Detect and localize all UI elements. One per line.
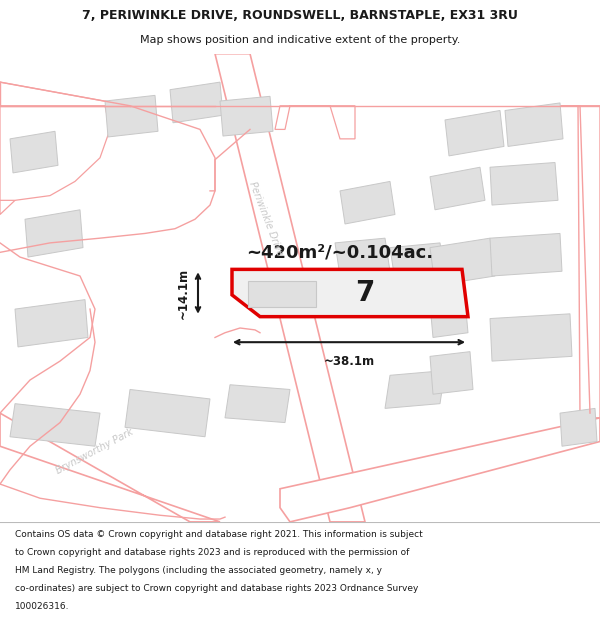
Polygon shape — [340, 181, 395, 224]
Polygon shape — [430, 238, 495, 286]
Polygon shape — [445, 111, 504, 156]
Polygon shape — [0, 413, 220, 522]
Polygon shape — [10, 404, 100, 446]
Polygon shape — [15, 299, 88, 347]
Text: ~38.1m: ~38.1m — [323, 356, 374, 368]
Polygon shape — [0, 82, 130, 214]
Polygon shape — [490, 314, 572, 361]
Polygon shape — [220, 96, 273, 136]
Polygon shape — [232, 269, 468, 317]
Polygon shape — [225, 385, 290, 423]
Polygon shape — [248, 281, 316, 308]
Polygon shape — [430, 352, 473, 394]
Text: Contains OS data © Crown copyright and database right 2021. This information is : Contains OS data © Crown copyright and d… — [15, 530, 423, 539]
Polygon shape — [215, 54, 365, 522]
Polygon shape — [490, 233, 562, 276]
Text: Brynsworthy Park: Brynsworthy Park — [55, 426, 136, 476]
Polygon shape — [430, 299, 468, 338]
Polygon shape — [25, 210, 83, 257]
Polygon shape — [560, 106, 600, 418]
Polygon shape — [335, 238, 390, 276]
Text: HM Land Registry. The polygons (including the associated geometry, namely x, y: HM Land Registry. The polygons (includin… — [15, 566, 382, 575]
Text: Periwinkle Drive: Periwinkle Drive — [247, 181, 285, 258]
Polygon shape — [505, 103, 563, 146]
Polygon shape — [275, 106, 355, 139]
Polygon shape — [560, 408, 597, 446]
Polygon shape — [280, 418, 600, 522]
Text: ~14.1m: ~14.1m — [177, 268, 190, 319]
Polygon shape — [430, 168, 485, 210]
Polygon shape — [10, 131, 58, 173]
Polygon shape — [385, 371, 445, 408]
Text: co-ordinates) are subject to Crown copyright and database rights 2023 Ordnance S: co-ordinates) are subject to Crown copyr… — [15, 584, 418, 593]
Text: 7, PERIWINKLE DRIVE, ROUNDSWELL, BARNSTAPLE, EX31 3RU: 7, PERIWINKLE DRIVE, ROUNDSWELL, BARNSTA… — [82, 9, 518, 21]
Polygon shape — [125, 389, 210, 437]
Text: Map shows position and indicative extent of the property.: Map shows position and indicative extent… — [140, 35, 460, 46]
Text: ~420m²/~0.104ac.: ~420m²/~0.104ac. — [247, 243, 434, 261]
Text: 7: 7 — [355, 279, 374, 307]
Polygon shape — [390, 243, 445, 281]
Polygon shape — [0, 106, 110, 201]
Polygon shape — [490, 162, 558, 205]
Polygon shape — [170, 82, 223, 122]
Polygon shape — [105, 96, 158, 137]
Text: 100026316.: 100026316. — [15, 602, 70, 611]
Text: to Crown copyright and database rights 2023 and is reproduced with the permissio: to Crown copyright and database rights 2… — [15, 548, 409, 557]
